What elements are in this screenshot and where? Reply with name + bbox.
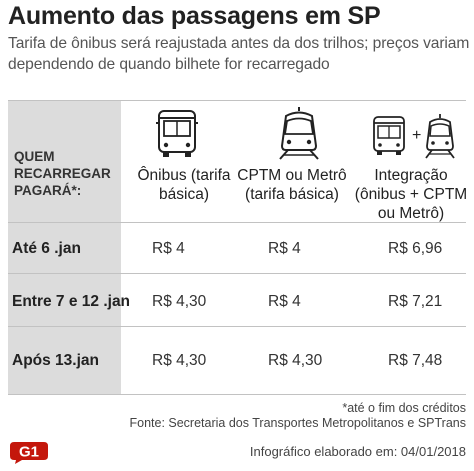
cell-entre-onibus: R$ 4,30: [152, 293, 207, 310]
credit-line: Infográfico elaborado em: 04/01/2018: [249, 444, 466, 459]
page-subtitle: Tarifa de ônibus será reajustada antes d…: [8, 35, 470, 73]
bus-plus-train-icon: +: [373, 114, 455, 159]
divider: [8, 326, 466, 327]
divider: [8, 394, 466, 395]
svg-text:G1: G1: [19, 444, 39, 461]
cell-ate6-onibus: R$ 4: [152, 240, 185, 257]
column-header-cptm-metro: CPTM ou Metrô (tarifa básica): [237, 167, 347, 203]
column-header-integracao: Integração (ônibus + CPTM ou Metrô): [354, 167, 468, 222]
fare-table: QUEM RECARREGAR PAGARÁ*: +: [8, 100, 468, 395]
label-header: QUEM RECARREGAR PAGARÁ*:: [14, 149, 111, 198]
cell-entre-integracao: R$ 7,21: [388, 293, 443, 310]
cell-apos-cptm: R$ 4,30: [268, 352, 323, 369]
cell-apos-onibus: R$ 4,30: [152, 352, 207, 369]
divider: [8, 273, 466, 274]
label-column: [8, 100, 121, 395]
plus-icon: +: [412, 127, 421, 144]
row-label-ate-6: Até 6 .jan: [12, 240, 81, 257]
train-icon: [279, 107, 319, 160]
row-label-apos-13: Após 13.jan: [12, 352, 99, 369]
cell-entre-cptm: R$ 4: [268, 293, 301, 310]
cell-ate6-integracao: R$ 6,96: [388, 240, 443, 257]
g1-logo: G1: [10, 442, 48, 464]
footnote-note: *até o fim dos créditos: [342, 401, 466, 415]
column-header-onibus: Ônibus (tarifa básica): [137, 167, 231, 203]
footnote-source: Fonte: Secretaria dos Transportes Metrop…: [129, 415, 466, 430]
cell-apos-integracao: R$ 7,48: [388, 352, 443, 369]
cell-ate6-cptm: R$ 4: [268, 240, 301, 257]
divider: [8, 100, 466, 101]
bus-icon: [156, 110, 198, 157]
footnote: *até o fim dos créditos Fonte: Secretari…: [129, 401, 466, 430]
divider: [8, 222, 466, 223]
row-label-entre-7-12: Entre 7 e 12 .jan: [12, 293, 131, 310]
page-title: Aumento das passagens em SP: [8, 2, 381, 30]
